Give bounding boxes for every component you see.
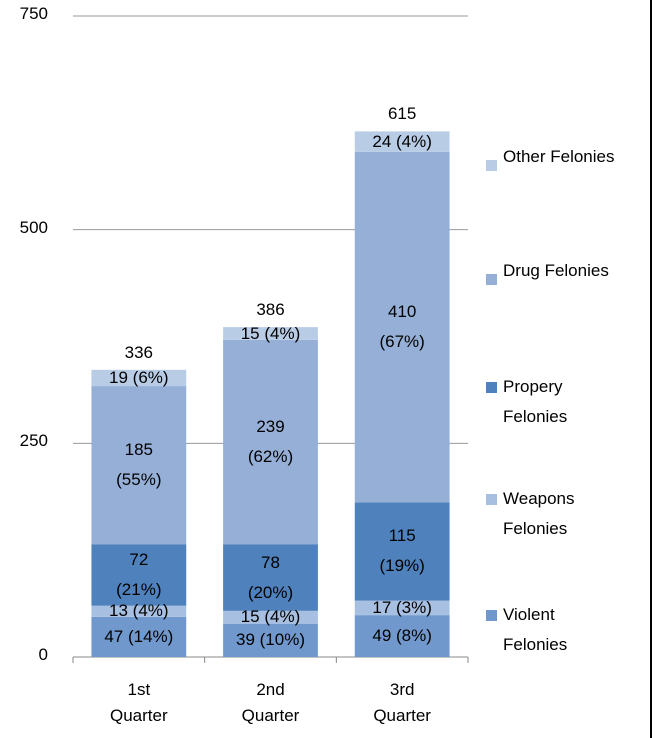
total-label: 386 xyxy=(256,300,285,320)
legend-swatch xyxy=(486,274,497,285)
legend-label: Violent Felonies xyxy=(503,605,568,654)
bar-segment xyxy=(223,339,318,545)
legend-swatch xyxy=(486,160,497,171)
legend-label: Weapons Felonies xyxy=(503,489,575,538)
legend-swatch xyxy=(486,494,497,505)
bar-segment xyxy=(354,615,450,657)
bar-segment xyxy=(223,544,318,611)
y-tick-label: 750 xyxy=(19,4,48,23)
y-tick-label: 500 xyxy=(19,217,48,237)
data-label: 72 (21%) xyxy=(116,549,162,599)
data-label: 17 (3%) xyxy=(372,597,432,617)
bar-segment xyxy=(91,386,187,545)
data-label: 47 (14%) xyxy=(104,626,174,646)
bar-segment xyxy=(91,605,187,617)
bar-segment xyxy=(91,616,187,657)
data-label: 39 (10%) xyxy=(236,630,305,650)
legend-label: Propery Felonies xyxy=(503,377,568,426)
bar-segment xyxy=(223,610,318,624)
total-label: 336 xyxy=(124,342,154,362)
legend-swatch xyxy=(486,382,497,393)
data-label: 239 (62%) xyxy=(247,417,294,467)
bar-segment xyxy=(223,623,318,657)
bar-segment xyxy=(91,369,187,387)
x-tick-label: 3rd Quarter xyxy=(373,680,431,725)
legend-swatch xyxy=(486,610,497,621)
data-label: 410 (67%) xyxy=(379,302,425,352)
bar-segment xyxy=(354,502,450,601)
bar-segment xyxy=(354,151,450,503)
x-tick-label: 1st Quarter xyxy=(110,680,168,725)
data-label: 185 (55%) xyxy=(116,440,162,490)
y-tick-label: 250 xyxy=(19,431,48,451)
data-label: 115 (19%) xyxy=(379,526,425,576)
y-tick-label: 0 xyxy=(38,645,48,664)
data-label: 78 (20%) xyxy=(247,552,294,602)
x-tick-label: 2nd Quarter xyxy=(241,680,300,725)
bar-segment xyxy=(354,600,450,616)
data-label: 19 (6%) xyxy=(109,367,169,387)
total-label: 615 xyxy=(387,104,417,124)
data-label: 24 (4%) xyxy=(372,131,432,151)
legend-label: Drug Felonies xyxy=(503,261,609,280)
bar-segment xyxy=(91,544,187,606)
data-label: 15 (4%) xyxy=(240,323,301,343)
bar-segment xyxy=(354,131,450,152)
data-label: 15 (4%) xyxy=(240,607,301,627)
data-label: 49 (8%) xyxy=(372,626,432,646)
legend-label: Other Felonies xyxy=(503,147,615,166)
data-label: 13 (4%) xyxy=(109,601,169,621)
bar-segment xyxy=(223,327,318,340)
